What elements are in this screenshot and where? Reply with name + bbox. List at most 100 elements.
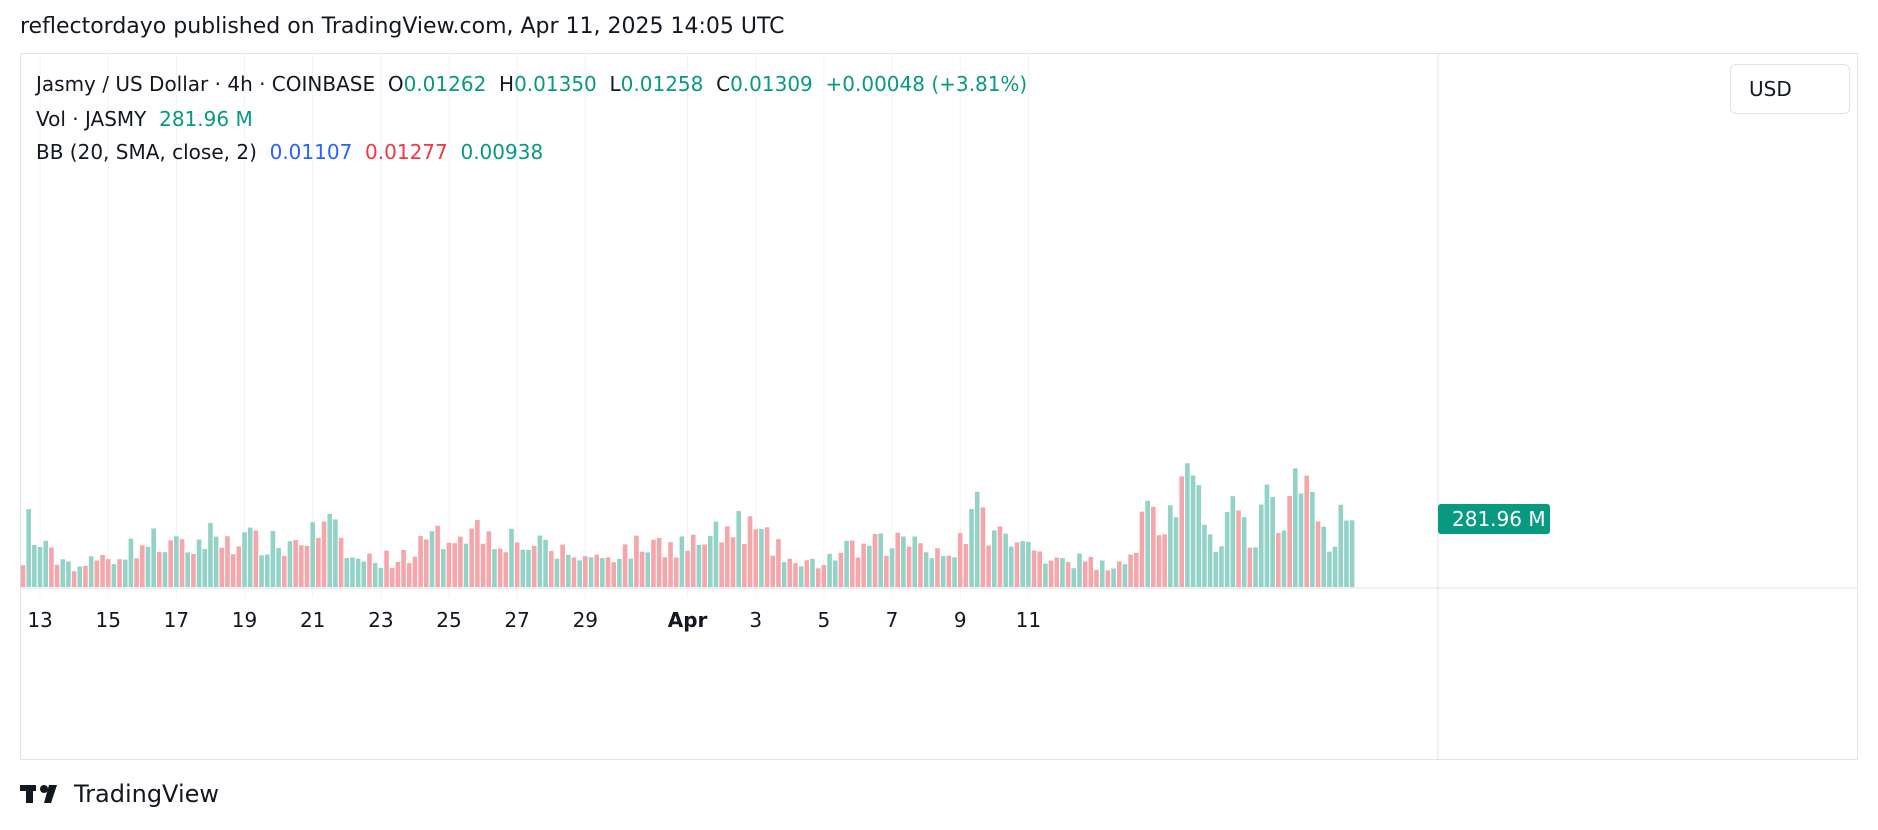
volume-bar [617,558,622,587]
tradingview-footer[interactable]: TradingView [20,780,219,808]
volume-legend-value: 281.96 M [159,107,253,131]
volume-bar [446,542,452,587]
volume-bar [1060,558,1065,587]
brand-name: TradingView [74,780,220,808]
volume-bar [128,538,134,587]
volume-bar [486,531,492,587]
volume-bar [458,536,463,587]
volume-bar [1327,551,1332,587]
volume-bar [213,536,219,587]
volume-bar [1298,493,1304,587]
volume-bar [1344,520,1349,587]
time-tick-label: 9 [954,608,967,632]
volume-bar [497,548,503,587]
volume-bar [66,561,71,587]
volume-bar [901,536,906,587]
volume-bar [548,551,554,587]
volume-bar [1048,560,1054,587]
time-tick-label: 21 [300,608,325,632]
volume-bar [520,549,526,587]
volume-bar [776,539,781,587]
open-value: 0.01262 [403,72,487,96]
volume-label[interactable]: Vol · JASMY [36,107,147,131]
volume-bar [1145,500,1150,587]
volume-bar [316,537,321,587]
volume-bar [1173,517,1179,587]
volume-bar [412,556,418,587]
bb-label[interactable]: BB (20, SMA, close, 2) [36,140,257,164]
volume-bar [611,562,617,587]
volume-bar [281,555,287,587]
volume-bar [554,558,560,587]
bb-lower-value: 0.00938 [460,140,544,164]
volume-bar [304,545,310,587]
volume-bar [1026,541,1031,587]
volume-bar [651,539,656,587]
time-tick-label: 25 [436,608,461,632]
volume-bar [969,509,974,587]
volume-bar [600,558,605,587]
volume-bar [872,533,878,587]
open-label: O [387,72,404,96]
volume-bar [77,566,83,587]
currency-selector[interactable]: USD [1730,64,1850,114]
volume-bar [105,559,111,587]
volume-bar [986,545,991,587]
time-tick-label: 17 [164,608,189,632]
volume-bar [327,513,333,587]
time-tick-label: 23 [368,608,393,632]
candlestick-chart[interactable]: 0.020000.015000.00500131517192123252729A… [20,53,1858,760]
volume-bar [492,549,497,587]
volume-bar [1105,570,1111,587]
volume-bar [537,535,543,587]
volume-bar [1315,521,1321,587]
volume-bar [1054,557,1060,587]
volume-bar [350,557,355,587]
volume-bar [793,563,798,587]
volume-bar [838,552,844,587]
volume-bar [679,536,685,587]
volume-bar [1202,524,1207,587]
volume-bar [168,540,173,587]
volume-bar [1230,496,1236,587]
volume-bar [276,547,281,587]
volume-bar [753,529,759,587]
volume-bar [1310,491,1315,587]
volume-bar [32,544,37,587]
volume-bar [736,511,741,587]
volume-bar [1321,526,1327,587]
volume-bar [1071,568,1077,587]
volume-bar [577,560,582,587]
volume-bar [293,540,298,587]
volume-bar [895,532,901,587]
volume-bar [565,554,571,587]
volume-bar [230,554,236,587]
volume-bar [1111,568,1116,587]
volume-bar [20,565,26,587]
volume-bar [1151,506,1156,587]
volume-bar [463,543,469,587]
ohlc-legend: Jasmy / US Dollar · 4h · COINBASE O0.012… [36,72,1027,96]
volume-bar [1247,547,1253,587]
volume-bar [821,565,827,587]
volume-bar [321,521,327,587]
volume-bar [878,533,883,587]
volume-bar [759,529,764,587]
volume-bar [781,562,787,587]
time-tick-label: 19 [232,608,257,632]
volume-bar [475,520,480,587]
volume-bar [855,557,861,587]
volume-bar [588,557,594,587]
volume-bar [668,542,673,587]
symbol-label[interactable]: Jasmy / US Dollar · 4h · COINBASE [36,72,376,96]
volume-bar [372,562,378,587]
volume-bar [673,557,679,587]
volume-bar [469,528,475,587]
volume-bar [418,536,423,587]
volume-bar [1196,485,1202,587]
volume-bar [145,546,151,587]
volume-bar [997,526,1003,587]
time-tick-label: 5 [818,608,831,632]
published-caption: reflectordayo published on TradingView.c… [20,14,785,39]
bb-mid-value: 0.01107 [269,140,353,164]
